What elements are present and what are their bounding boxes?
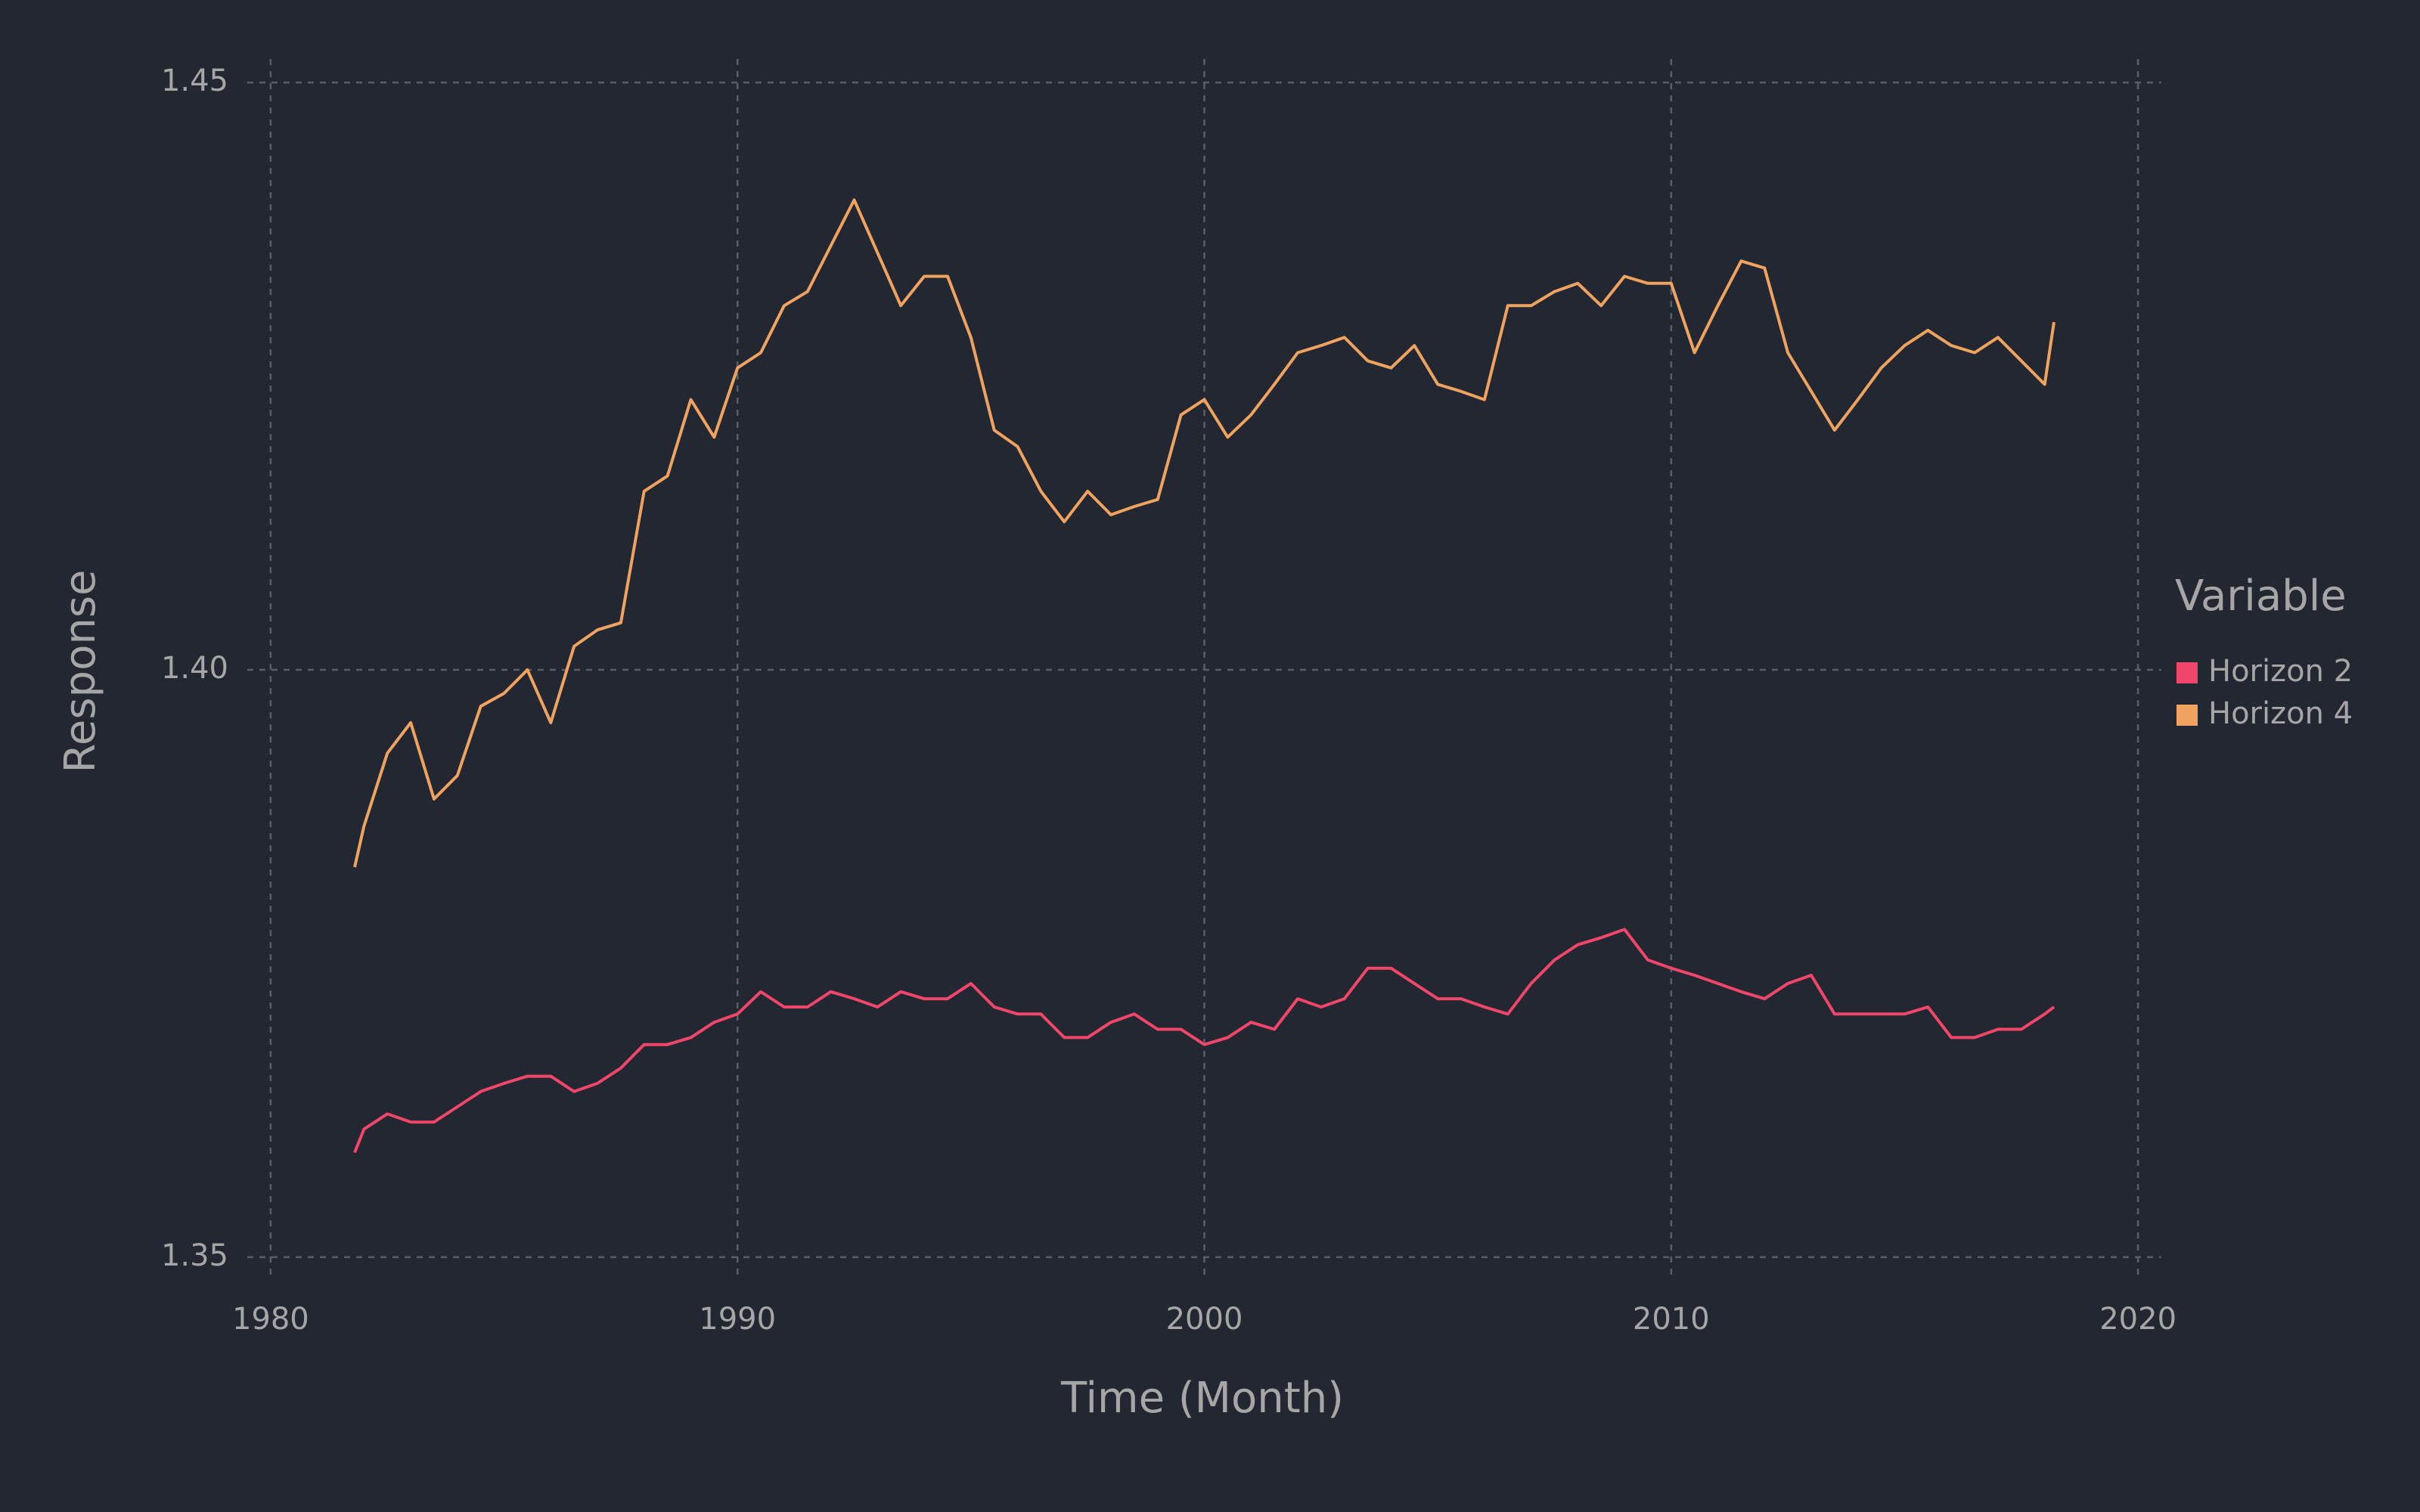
legend-swatch bbox=[2176, 662, 2198, 683]
x-tick-label: 2000 bbox=[1166, 1302, 1243, 1337]
x-tick-label: 1980 bbox=[232, 1302, 309, 1337]
data-line bbox=[353, 928, 2055, 1154]
y-tick-label: 1.35 bbox=[161, 1238, 228, 1273]
data-line bbox=[353, 198, 2055, 868]
x-tick-label: 2020 bbox=[2099, 1302, 2176, 1337]
legend-label: Horizon 2 bbox=[2208, 654, 2353, 689]
x-tick-label: 2010 bbox=[1633, 1302, 1710, 1337]
legend-swatch bbox=[2176, 705, 2198, 726]
y-axis-title: Response bbox=[56, 570, 105, 773]
x-axis-title: Time (Month) bbox=[1060, 1374, 1344, 1423]
y-tick-label: 1.45 bbox=[161, 64, 228, 98]
legend-label: Horizon 4 bbox=[2208, 696, 2353, 731]
legend-title: Variable bbox=[2175, 572, 2347, 621]
x-tick-label: 1990 bbox=[699, 1302, 776, 1337]
y-tick-label: 1.40 bbox=[161, 651, 228, 686]
